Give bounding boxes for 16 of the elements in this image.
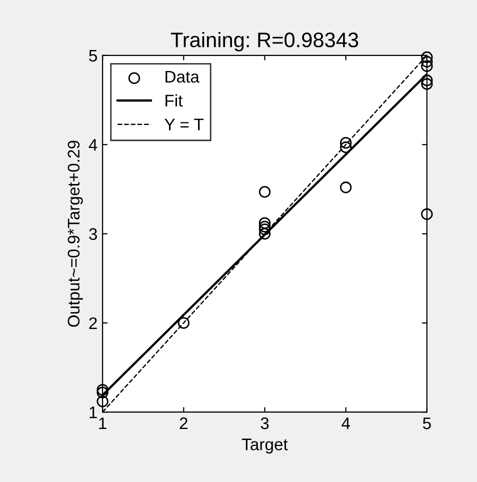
x-tick-label: 5 [422, 418, 431, 430]
legend-label: Data [166, 71, 200, 83]
y-tick-label: 4 [88, 139, 98, 151]
legend-label: Y = T [164, 118, 204, 130]
x-tick-label: 3 [260, 417, 269, 430]
y-axis-title: Output~=0.9*Target+0.29 [68, 140, 83, 327]
x-tick-label: 2 [180, 417, 188, 430]
chart-title: Training: R=0.98343 [170, 32, 358, 52]
y-tick-label: 2 [89, 317, 97, 329]
y-tick-label: 1 [90, 406, 97, 418]
legend-label: Fit [166, 94, 183, 107]
x-tick-label: 4 [342, 418, 350, 430]
x-axis-title: Target [242, 438, 288, 454]
y-tick-label: 5 [89, 50, 97, 62]
x-tick-label: 1 [99, 418, 106, 430]
y-tick-label: 3 [89, 228, 97, 240]
